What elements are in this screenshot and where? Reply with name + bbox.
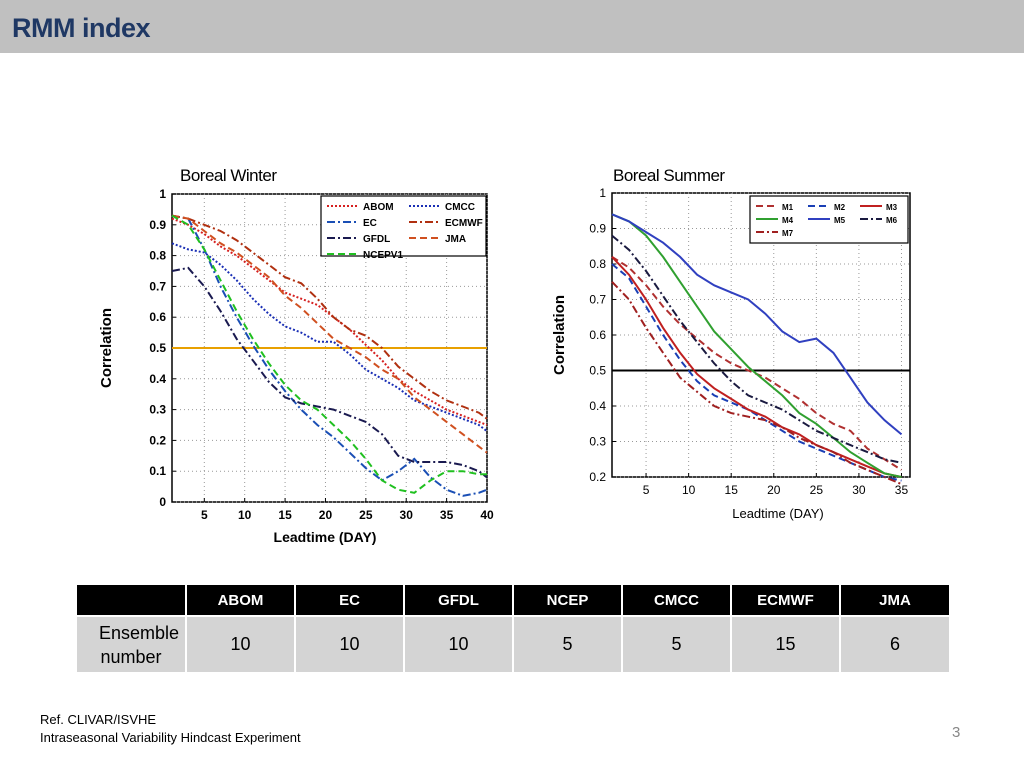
y-tick-label: 0.3 (589, 435, 606, 449)
y-tick-label: 0.9 (589, 222, 606, 236)
y-tick-label: 0.4 (589, 399, 606, 413)
x-tick-label: 10 (682, 483, 696, 497)
table-header-cell: EC (295, 585, 405, 616)
y-axis-label: Correlation (551, 295, 568, 375)
table-header-cell: JMA (840, 585, 949, 616)
y-tick-label: 0.4 (149, 372, 166, 386)
y-tick-label: 0.7 (149, 279, 166, 293)
x-tick-label: 25 (810, 483, 824, 497)
x-tick-label: 35 (895, 483, 909, 497)
x-tick-label: 5 (643, 483, 650, 497)
y-tick-label: 1 (159, 187, 166, 201)
y-tick-label: 0.8 (589, 257, 606, 271)
x-tick-label: 20 (767, 483, 781, 497)
legend-label: JMA (445, 234, 466, 245)
reference-line-2: Intraseasonal Variability Hindcast Exper… (40, 730, 301, 745)
x-axis-label: Leadtime (DAY) (732, 506, 824, 521)
x-tick-label: 15 (725, 483, 739, 497)
legend-label: CMCC (445, 202, 475, 213)
slide-title: RMM index (12, 13, 151, 43)
y-axis-label: Correlation (98, 308, 115, 388)
legend-label: M5 (834, 216, 846, 225)
table-cell: 10 (186, 615, 296, 672)
x-axis-label: Leadtime (DAY) (274, 529, 377, 545)
table-header-cell: NCEP (513, 585, 623, 616)
ensemble-table: ABOM EC GFDL NCEP CMCC ECMWF JMA Ensembl… (77, 585, 949, 672)
legend-label: ABOM (363, 202, 394, 213)
x-tick-label: 35 (440, 508, 454, 522)
table-header-cell: CMCC (622, 585, 732, 616)
series-line-ecmwf (171, 214, 488, 420)
series-line-m3 (611, 256, 902, 478)
winter-correlation-chart: 5 10 15 20 25 30 35 40 0 0.1 0.2 0.3 0.4 0.5 0.6 0.7 0.8… (98, 187, 494, 545)
series-line-m7 (611, 281, 902, 486)
legend-label: M3 (886, 203, 898, 212)
y-tick-label: 0.6 (149, 310, 166, 324)
summer-correlation-chart: 5 10 15 20 25 30 35 0.2 0.3 0.4 0.5 0.6 0.7 0.8 0.9 1 M1… (551, 186, 911, 521)
x-tick-label: 30 (852, 483, 866, 497)
table-cell: 5 (513, 615, 623, 672)
table-cell: 15 (731, 615, 841, 672)
x-tick-label: 25 (359, 508, 373, 522)
reference-line-1: Ref. CLIVAR/ISVHE (40, 712, 157, 727)
y-tick-label: 0.5 (149, 341, 166, 355)
table-header-row: ABOM EC GFDL NCEP CMCC ECMWF JMA (77, 585, 949, 616)
legend-label: M1 (782, 203, 794, 212)
table-header-cell: ABOM (186, 585, 296, 616)
table-cell: 5 (622, 615, 732, 672)
table-header-cell: ECMWF (731, 585, 841, 616)
series-line-m6 (611, 234, 902, 464)
y-tick-label: 0.1 (149, 464, 166, 478)
x-tick-label: 40 (480, 508, 494, 522)
table-header-cell (77, 585, 187, 616)
table-row: Ensemble number 10 10 10 5 5 15 6 (77, 615, 949, 672)
legend-label: GFDL (363, 234, 390, 245)
y-tick-label: 0.2 (589, 470, 606, 484)
table-cell: 10 (295, 615, 405, 672)
series-line-cmcc (171, 242, 488, 432)
y-tick-label: 0.8 (149, 249, 166, 263)
page-number: 3 (952, 724, 961, 741)
y-tick-label: 0.7 (589, 293, 606, 307)
title-bar: RMM index (0, 0, 1024, 53)
legend-label: M2 (834, 203, 846, 212)
y-tick-label: 0.3 (149, 403, 166, 417)
winter-chart-title: Boreal Winter (180, 166, 277, 185)
table-header-cell: GFDL (404, 585, 514, 616)
x-tick-label: 15 (278, 508, 292, 522)
x-tick-label: 20 (319, 508, 333, 522)
y-tick-label: 1 (599, 186, 606, 200)
row-label-cell: Ensemble number (77, 615, 187, 672)
y-tick-label: 0.2 (149, 433, 166, 447)
series-line-m2 (611, 263, 902, 482)
reference-note: Ref. CLIVAR/ISVHE Intraseasonal Variabil… (40, 711, 301, 747)
legend-label: M4 (782, 216, 794, 225)
series-line-ec (171, 214, 488, 497)
series-line-ncepv1 (171, 214, 487, 494)
y-tick-label: 0 (159, 495, 166, 509)
legend-label: M7 (782, 229, 794, 238)
y-tick-label: 0.5 (589, 364, 606, 378)
y-tick-label: 0.6 (589, 328, 606, 342)
legend-label: NCEPV1 (363, 250, 403, 261)
table-cell: 10 (404, 615, 514, 672)
x-tick-label: 10 (238, 508, 252, 522)
table-cell: 6 (840, 615, 949, 672)
x-tick-label: 5 (201, 508, 208, 522)
series-line-m4 (611, 213, 902, 478)
legend-label: M6 (886, 216, 898, 225)
legend-label: EC (363, 218, 377, 229)
y-tick-label: 0.9 (149, 218, 166, 232)
legend-label: ECMWF (445, 218, 483, 229)
series-line-m5 (611, 213, 903, 436)
series-line-gfdl (171, 266, 488, 479)
summer-chart-title: Boreal Summer (613, 166, 725, 185)
x-tick-label: 30 (400, 508, 414, 522)
